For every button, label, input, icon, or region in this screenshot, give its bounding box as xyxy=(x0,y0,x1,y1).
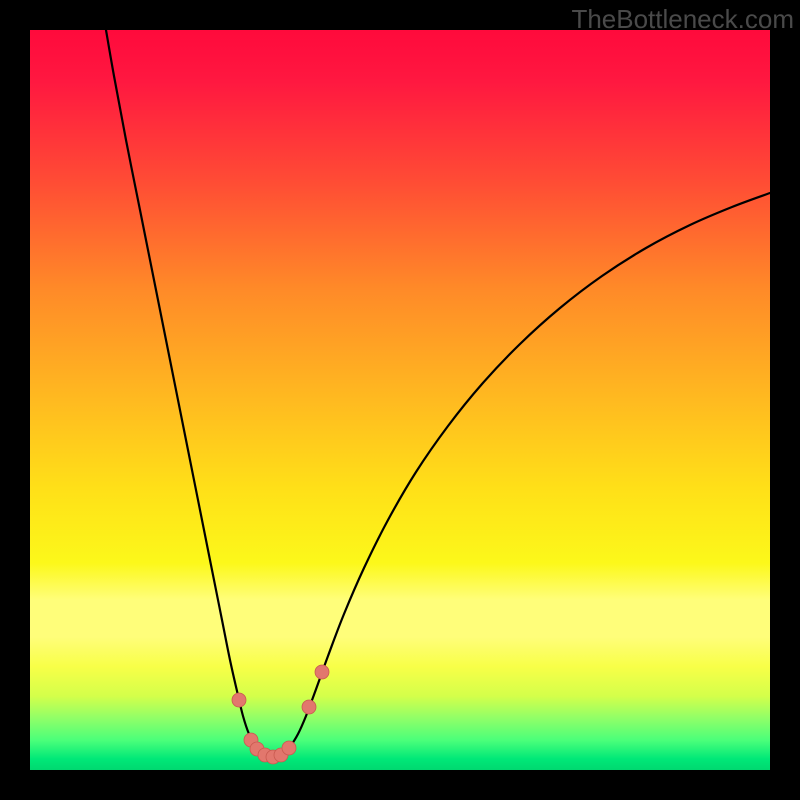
curve-marker xyxy=(315,665,329,679)
curve-marker xyxy=(302,700,316,714)
plot-area xyxy=(30,30,770,770)
watermark-text: TheBottleneck.com xyxy=(571,4,794,35)
chart-frame xyxy=(0,0,800,800)
curve-marker xyxy=(282,741,296,755)
curve-markers xyxy=(30,30,770,770)
curve-marker xyxy=(232,693,246,707)
